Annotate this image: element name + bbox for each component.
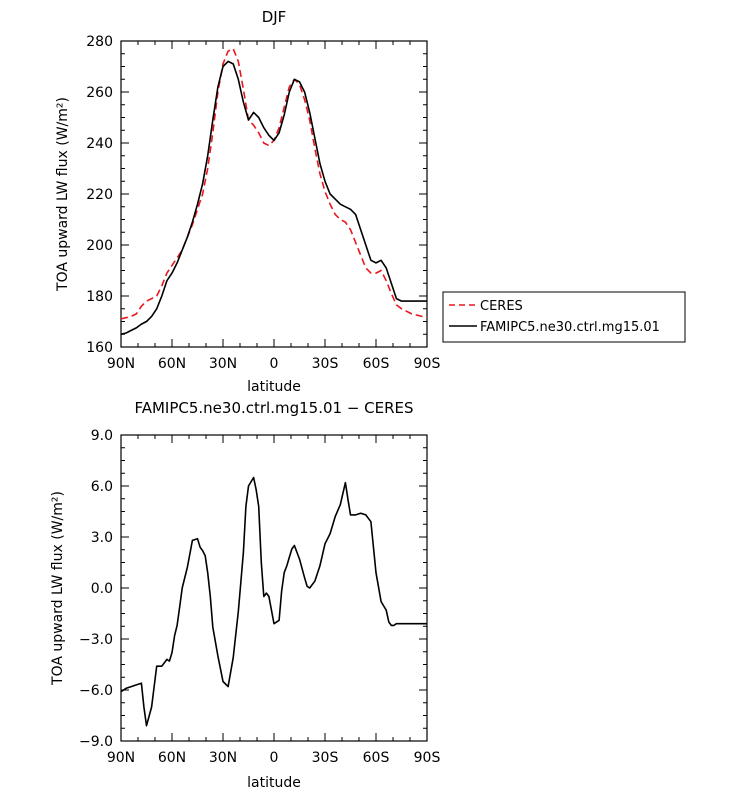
top-y-tick-label: 260 — [86, 85, 113, 101]
top-y-axis-label: TOA upward LW flux (W/m²) — [55, 97, 71, 292]
top-plot-frame — [120, 40, 428, 348]
top-x-tick-label: 90S — [414, 356, 441, 372]
bottom-series-line-1 — [120, 476, 427, 727]
top-x-tick-label: 90N — [107, 356, 135, 372]
top-y-tick-label: 200 — [86, 238, 113, 254]
top-x-tick-label: 60S — [363, 356, 390, 372]
bottom-x-tick-label: 30S — [312, 750, 339, 766]
top-series-line-2 — [120, 60, 427, 336]
bottom-y-tick-label: 6.0 — [91, 479, 113, 495]
bottom-y-tick-label: −3.0 — [79, 632, 113, 648]
bottom-y-tick-label: 9.0 — [91, 428, 113, 444]
legend-label-model: FAMIPC5.ne30.ctrl.mg15.01 — [480, 320, 660, 335]
bottom-x-tick-label: 90N — [107, 750, 135, 766]
bottom-y-tick-label: −6.0 — [79, 683, 113, 699]
top-x-axis-label: latitude — [247, 379, 301, 395]
bottom-x-tick-label: 0 — [270, 750, 279, 766]
bottom-y-tick-label: −9.0 — [79, 734, 113, 750]
top-y-tick-label: 160 — [86, 340, 113, 356]
top-x-tick-label: 30S — [312, 356, 339, 372]
bottom-y-tick-label: 0.0 — [91, 581, 113, 597]
bottom-y-axis-label: TOA upward LW flux (W/m²) — [50, 491, 66, 686]
bottom-x-tick-label: 30N — [209, 750, 237, 766]
bottom-x-tick-label: 60S — [363, 750, 390, 766]
top-y-tick-label: 180 — [86, 289, 113, 305]
legend-box — [442, 291, 686, 343]
bottom-panel: FAMIPC5.ne30.ctrl.mg15.01 − CERES −9.0 −6… — [50, 399, 440, 791]
top-y-tick-label: 240 — [86, 136, 113, 152]
top-y-tick-label: 220 — [86, 187, 113, 203]
top-panel: DJF 160 180 200 220 240 260 280 90N 60N 30N 0 30S 6… — [55, 8, 440, 395]
bottom-x-tick-label: 60N — [158, 750, 186, 766]
top-x-tick-label: 30N — [209, 356, 237, 372]
legend-label-ceres: CERES — [480, 299, 523, 314]
bottom-x-axis-label: latitude — [247, 775, 301, 791]
top-y-tick-label: 280 — [86, 34, 113, 50]
top-x-tick-label: 0 — [270, 356, 279, 372]
top-series-line-1 — [120, 47, 428, 320]
bottom-x-tick-label: 90S — [414, 750, 441, 766]
top-x-tick-label: 60N — [158, 356, 186, 372]
top-chart-title: DJF — [262, 8, 287, 26]
bottom-chart-title: FAMIPC5.ne30.ctrl.mg15.01 − CERES — [134, 399, 413, 417]
legend: CERES FAMIPC5.ne30.ctrl.mg15.01 — [442, 291, 686, 343]
bottom-y-tick-label: 3.0 — [91, 530, 113, 546]
bottom-plot-frame — [120, 434, 428, 742]
